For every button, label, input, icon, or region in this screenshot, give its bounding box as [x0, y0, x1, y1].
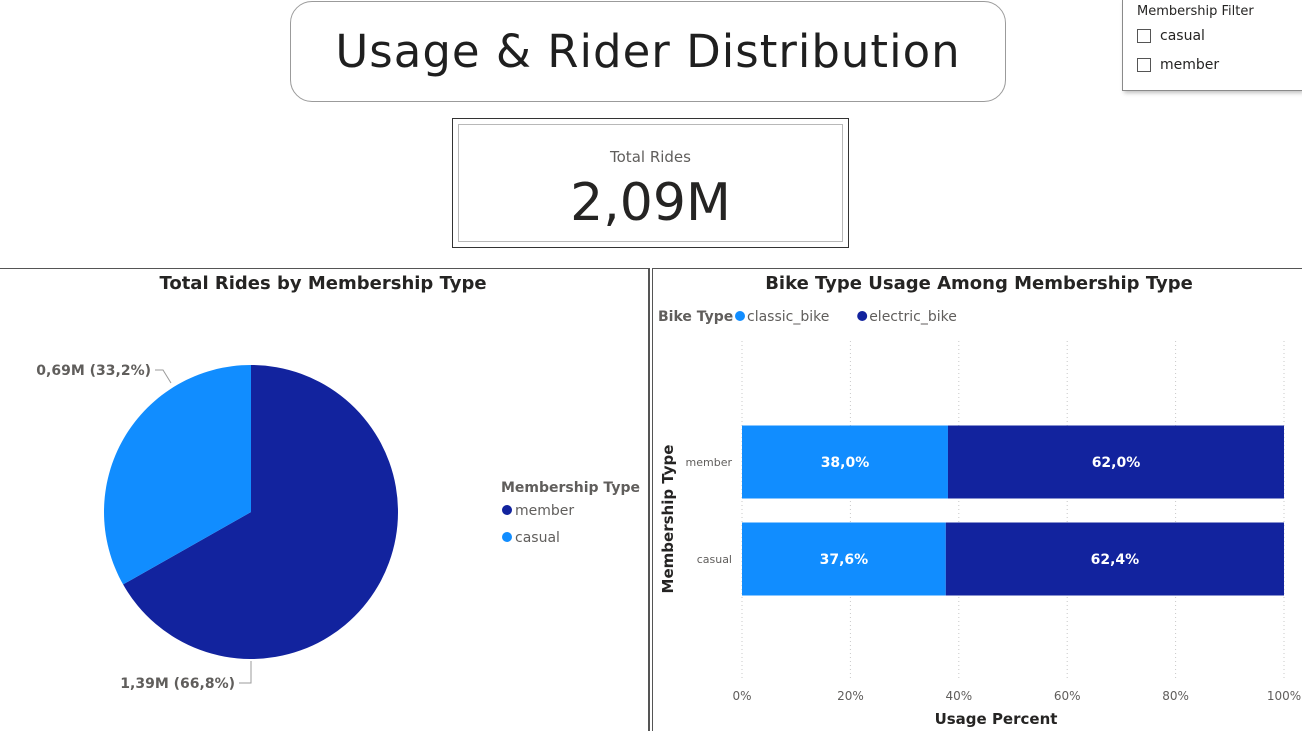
pie-chart-panel: Total Rides by Membership Type 1,39M (66… — [0, 268, 650, 731]
pie-legend-title: Membership Type — [501, 480, 640, 496]
bar-chart: Bike Type Usage Among Membership Type Bi… — [658, 273, 1301, 728]
page-title-card: Usage & Rider Distribution — [290, 1, 1006, 102]
x-tick-label: 80% — [1162, 689, 1189, 703]
pie-slice-member[interactable] — [123, 365, 398, 659]
pie-leader-line — [239, 661, 252, 684]
y-tick-label: casual — [697, 553, 732, 566]
x-tick-label: 100% — [1267, 689, 1301, 703]
filter-option-member[interactable]: member — [1137, 57, 1219, 73]
pie-data-label: 0,69M (33,2%) — [36, 363, 151, 379]
kpi-card-inner: Total Rides 2,09M — [458, 124, 843, 242]
legend-dot-casual — [502, 532, 512, 542]
x-tick-label: 60% — [1054, 689, 1081, 703]
pie-leader-line — [155, 369, 172, 384]
pie-chart-title: Total Rides by Membership Type — [159, 273, 486, 294]
legend-dot-classic_bike — [735, 311, 745, 321]
x-tick-label: 40% — [945, 689, 972, 703]
pie-data-label: 1,39M (66,8%) — [120, 676, 235, 692]
legend-item-member[interactable]: member — [515, 503, 574, 519]
bar-casual-classic_bike[interactable] — [742, 522, 946, 596]
pie-chart: Total Rides by Membership Type 1,39M (66… — [36, 273, 640, 692]
bar-casual-electric_bike[interactable] — [945, 522, 1284, 596]
legend-dot-member — [502, 505, 512, 515]
bar-data-label: 62,4% — [1091, 552, 1140, 568]
filter-option-casual[interactable]: casual — [1137, 28, 1205, 44]
x-tick-label: 20% — [837, 689, 864, 703]
membership-filter-slicer: Membership Filter casual member — [1122, 0, 1302, 91]
bar-data-label: 38,0% — [821, 455, 870, 471]
legend-dot-electric_bike — [857, 311, 868, 321]
page-title: Usage & Rider Distribution — [335, 25, 961, 78]
checkbox-casual[interactable] — [1137, 29, 1151, 43]
kpi-label: Total Rides — [610, 148, 691, 166]
filter-title: Membership Filter — [1137, 4, 1254, 19]
bar-member-classic_bike[interactable] — [742, 425, 948, 499]
x-axis-title: Usage Percent — [935, 710, 1058, 728]
total-rides-card: Total Rides 2,09M — [452, 118, 849, 248]
bar-data-label: 37,6% — [820, 552, 869, 568]
bar-chart-panel: Bike Type Usage Among Membership Type Bi… — [652, 268, 1302, 731]
x-tick-label: 0% — [732, 689, 751, 703]
y-tick-label: member — [686, 456, 733, 469]
bar-member-electric_bike[interactable] — [947, 425, 1284, 499]
legend-item-casual[interactable]: casual — [515, 530, 560, 546]
kpi-value: 2,09M — [570, 173, 731, 233]
y-axis-title: Membership Type — [659, 445, 677, 594]
bar-legend-title: Bike Type — [658, 309, 733, 325]
bar-data-label: 62,0% — [1092, 455, 1141, 471]
pie-slice-casual[interactable] — [103, 365, 251, 585]
checkbox-member[interactable] — [1137, 58, 1151, 72]
filter-option-label: casual — [1160, 28, 1205, 44]
legend-item-classic_bike[interactable]: classic_bike — [747, 309, 829, 325]
bar-chart-title: Bike Type Usage Among Membership Type — [765, 273, 1193, 294]
legend-item-electric_bike[interactable]: electric_bike — [869, 309, 957, 325]
filter-option-label: member — [1160, 57, 1220, 73]
